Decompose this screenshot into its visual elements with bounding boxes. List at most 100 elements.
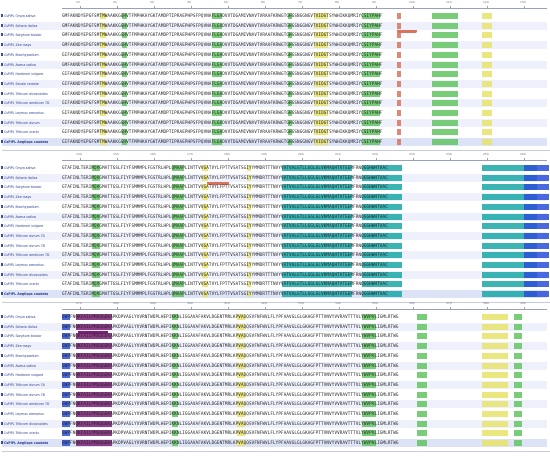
alignment-row[interactable]: CsPIPL Leymus arenarius GTAFINLTERIMQVGMA… [1, 261, 549, 269]
alignment-row[interactable]: CsPIPL Setaria italica GMFAKNDYEPGFSMTMWA… [1, 21, 547, 30]
sequence-name[interactable]: CsPIPL Aegilops caudata [4, 292, 49, 297]
sequence-name[interactable]: CsPIPL Triticum durum [4, 120, 40, 125]
sequence-name[interactable]: CsPIPL Triticum dicoccoides [4, 421, 48, 426]
sequence-name[interactable]: CsPIPL Brachypodium [4, 204, 39, 209]
alignment-row[interactable]: CsPIPL Hordeum vulgare GTAFINLTERIMQVGMAT… [1, 222, 549, 230]
sequence-icon [1, 43, 3, 47]
sequence-name[interactable]: CsPIPL Avena sativa [4, 62, 36, 67]
sequence-name[interactable]: CsPIPL Aegilops caudata [4, 441, 49, 446]
alignment-row[interactable]: CsPIPL Avena sativa GMFAKNDYEPGFSMTMWAAKK… [1, 60, 547, 69]
alignment-row[interactable]: CsPIPL Triticum durum GIFAKNDYEPGFSMTMWAA… [1, 118, 547, 127]
alignment-row[interactable]: CsPIPL Avena sativa GTAFINLTERIMQVGMATTGS… [1, 212, 549, 221]
alignment-row[interactable]: CsPIPL Triticum durum 7B GWPFNQKFAILPMSQG… [1, 391, 547, 399]
sequence-name[interactable]: CsPIPL Sorghum bicolor [4, 33, 42, 38]
alignment-row[interactable]: CsPIPL Brachypodium GIFAKNDYEPGFSMTMWAAKK… [1, 51, 547, 59]
sequence-name[interactable]: CsPIPL Zea mays [4, 344, 32, 349]
sequence-name[interactable]: CsPIPL Triticum durum 7B [4, 243, 45, 248]
feature-annotation[interactable] [397, 27, 417, 33]
sequence-residues: GTAFINLTERIMQVGMATTGSLFIYFSMMMPLFGSTRLHP… [62, 165, 388, 170]
alignment-row[interactable]: CsPIPL Sorghum bicolor GWPFNQKFAILPMSQGEK… [1, 332, 547, 340]
alignment-row[interactable]: CsPIPL Triticum aestivum 7D GIFAKNDYEPGFS… [1, 99, 547, 108]
alignment-row[interactable]: CsPIPL Aegilops caudata GWPFNQKFAILPMSQGE… [1, 439, 547, 448]
sequence-name[interactable]: CsPIPL Avena sativa [4, 214, 36, 219]
alignment-row[interactable]: CsPIPL Zea mays GTAFINLTERIMQVGMATTGSLFIY… [1, 193, 549, 202]
alignment-row[interactable]: CsPIPL Triticum aestivum 7D GWPFNQKFAILPM… [1, 400, 547, 409]
alignment-row[interactable]: CsPIPL Brachypodium GWPFNQKFAILPMSQGEKAPK… [1, 352, 547, 360]
sequence-name[interactable]: CsPIPL Setaria italica [4, 23, 38, 28]
sequence-name[interactable]: CsPIPL Leymus arenarius [4, 412, 44, 416]
alignment-row[interactable]: CsPIPL Triticum durum 7A GWPFNQKFAILPMSQG… [1, 380, 547, 389]
alignment-row[interactable]: CsPIPL Avena sativa GWPFNQKFAILPMSQGEKAPK… [1, 361, 547, 370]
sequence-name[interactable]: CsPIPL Triticum dicoccoides [4, 272, 48, 277]
alignment-row[interactable]: CsPIPL Triticum urartu GWPFNQKFAILPMSQGEK… [1, 429, 547, 437]
sequence-name[interactable]: CsPIPL Triticum aestivum 7D [4, 253, 50, 258]
sequence-name[interactable]: CsPIPL Leymus arenarius [4, 111, 44, 115]
residue-highlight [100, 119, 106, 126]
sequence-name[interactable]: CsPIPL Brachypodium [4, 52, 39, 57]
sequence-name[interactable]: CsPIPL Setaria italica [4, 175, 38, 180]
feature-annotation[interactable] [207, 179, 229, 185]
sequence-name[interactable]: CsPIPL Leymus arenarius [4, 263, 44, 267]
alignment-row[interactable]: CsPIPL Triticum aestivum 7D GTAFINLTERIMQ… [1, 251, 549, 260]
sequence-name[interactable]: CsPIPL Triticum urartu [4, 431, 40, 436]
alignment-row[interactable]: CsPIPL Triticum durum 7A GTAFINLTERIMQVGM… [1, 231, 549, 240]
sequence-name[interactable]: CsPIPL Hordeum vulgare [4, 72, 44, 77]
alignment-row[interactable]: CsPIPL Zea mays GMFAKNDYEPGFSMTMWAAKKGGHV… [1, 41, 547, 50]
sequence-name[interactable]: CsPIPL Triticum aestivum 7D [4, 101, 50, 106]
alignment-row[interactable]: CsPIPL Brachypodium GTAFINLTERIMQVGMATTGS… [1, 203, 549, 211]
sequence-name[interactable]: CsPIPL Brachypodium [4, 353, 39, 358]
ruler-tick [450, 307, 451, 309]
sequence-name[interactable]: CsPIPL Secale cereale [4, 81, 39, 86]
sequence-name[interactable]: CsPIPL Avena sativa [4, 363, 36, 368]
alignment-row[interactable]: CsPIPL Leymus arenarius GIFAKNDYEPGFSMTMW… [1, 109, 547, 117]
sequence-name[interactable]: CsPIPL Triticum urartu [4, 130, 40, 135]
sequence-name[interactable]: CsPIPL Oryza sativa [4, 14, 36, 18]
alignment-row[interactable]: CsPIPL Secale cereale GIFAKNDYEPGFSMTMWAA… [1, 79, 547, 88]
residue-highlight [524, 262, 549, 268]
alignment-row[interactable]: CsPIPL Aegilops caudata GTAFINLTERIMQVGMA… [1, 290, 549, 299]
sequence-name[interactable]: CsPIPL Oryza sativa [4, 166, 36, 170]
sequence-name[interactable]: CsPIPL Triticum urartu [4, 282, 40, 287]
alignment-row[interactable]: CsPIPL Setaria italica GTAFINLTERIMQVGMAT… [1, 173, 549, 182]
sequence-name[interactable]: CsPIPL Sorghum bicolor [4, 334, 42, 339]
alignment-row[interactable]: CsPIPL Leymus arenarius GWPFNQKFAILPMSQGE… [1, 410, 547, 418]
alignment-row[interactable]: CsPIPL Hordeum vulgare GIFAKNDYEPGFSMTMWA… [1, 70, 547, 78]
sequence-name[interactable]: CsPIPL Setaria italica [4, 324, 38, 329]
sequence-name[interactable]: CsPIPL Zea mays [4, 43, 32, 48]
sequence-name[interactable]: CsPIPL Triticum aestivum 7D [4, 402, 50, 407]
alignment-row[interactable]: CsPIPL Hordeum vulgare GWPFNQKFAILPMSQGEK… [1, 371, 547, 379]
sequence-name[interactable]: CsPIPL Triticum durum 7A [4, 382, 45, 387]
alignment-row[interactable]: CsPIPL Triticum dicoccoides GIFAKNDYEPGFS… [1, 90, 547, 98]
sequence-name[interactable]: CsPIPL Oryza sativa [4, 315, 36, 319]
sequence-name[interactable]: CsPIPL Hordeum vulgare [4, 224, 44, 229]
alignment-row[interactable]: CsPIPL Triticum durum 7B GTAFINLTERIMQVGM… [1, 242, 549, 250]
alignment-row[interactable]: CsPIPL Triticum urartu GTAFINLTERIMQVGMAT… [1, 280, 549, 288]
residue-highlight [288, 80, 292, 87]
alignment-row[interactable]: CsPIPL Triticum urartu GIFAKNDYEPGFSMTMWA… [1, 128, 547, 136]
sequence-name[interactable]: CsPIPL Aegilops caudata [4, 140, 49, 145]
residue-highlight [397, 129, 401, 136]
residue-highlight [362, 42, 380, 49]
alignment-row[interactable]: CsPIPL Sorghum bicolor GMFAKNDYEPGFSMTMWA… [1, 31, 547, 39]
alignment-row[interactable]: CsPIPL Oryza sativa GMFAKNDYEPGFSMTMWAAKK… [1, 12, 547, 20]
alignment-row[interactable]: CsPIPL Triticum dicoccoides GWPFNQKFAILPM… [1, 419, 547, 428]
alignment-row[interactable]: CsPIPL Setaria italica GWPFNQKFAILPMSQGEK… [1, 322, 547, 331]
residue-highlight [524, 252, 549, 259]
sequence-name[interactable]: CsPIPL Triticum dicoccoides [4, 91, 48, 96]
alignment-row[interactable]: CsPIPL Aegilops caudata GIFAKNDYEPGFSMTMW… [1, 138, 547, 147]
sequence-name[interactable]: CsPIPL Triticum durum 7B [4, 392, 45, 397]
feature-annotation[interactable] [78, 328, 108, 334]
alignment-row[interactable]: CsPIPL Oryza sativa GWPFNQKFAILPMSQGEKAPK… [1, 313, 547, 321]
sequence-name[interactable]: CsPIPL Sorghum bicolor [4, 185, 42, 190]
sequence-name[interactable]: CsPIPL Triticum durum 7A [4, 233, 45, 238]
alignment-row[interactable]: CsPIPL Oryza sativa GTAFINLTERIMQVGMATTGS… [1, 164, 549, 172]
residue-highlight [92, 232, 100, 239]
alignment-row[interactable]: CsPIPL Zea mays GWPFNQKFAILPMSQGEKAPKDPVA… [1, 342, 547, 351]
residue-highlight [212, 100, 222, 107]
alignment-row[interactable]: CsPIPL Sorghum bicolor GTAFINLTERIMQVGMAT… [1, 183, 549, 191]
sequence-name[interactable]: CsPIPL Hordeum vulgare [4, 373, 44, 378]
sequence-name[interactable]: CsPIPL Zea mays [4, 195, 32, 200]
residue-highlight [122, 42, 127, 49]
alignment-row[interactable]: CsPIPL Triticum dicoccoides GTAFINLTERIMQ… [1, 270, 549, 279]
ruler-tick-label: 280 [113, 301, 119, 305]
